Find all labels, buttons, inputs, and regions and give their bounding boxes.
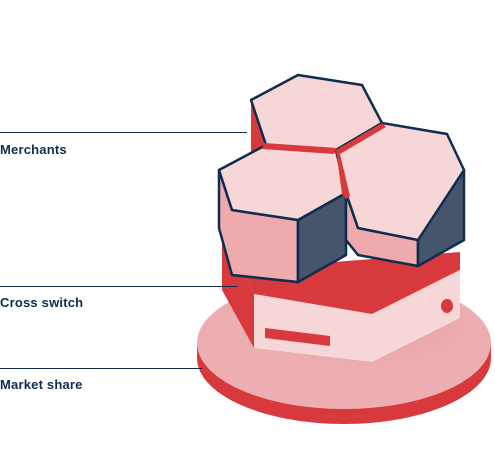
box-right-face [372,270,460,362]
box-indicator-light [441,299,453,313]
separator-back-left [262,143,337,154]
hexagon-separators [262,123,386,199]
market-share-label: Market share [0,377,83,392]
merchants-leader-line [0,132,247,133]
market-share-leader-line [0,368,202,369]
box-front-face [254,294,372,362]
hexagon-prism-left [217,143,348,284]
hex-right-top [334,121,466,242]
cross-switch-leader-line [0,286,238,287]
cross-switch-label: Cross switch [0,295,84,310]
merchants-label: Merchants [0,142,67,157]
hexagon-prism-right [334,121,466,268]
box-slot [265,328,330,346]
separator-back-right [336,123,386,154]
separator-left-right [336,150,350,199]
